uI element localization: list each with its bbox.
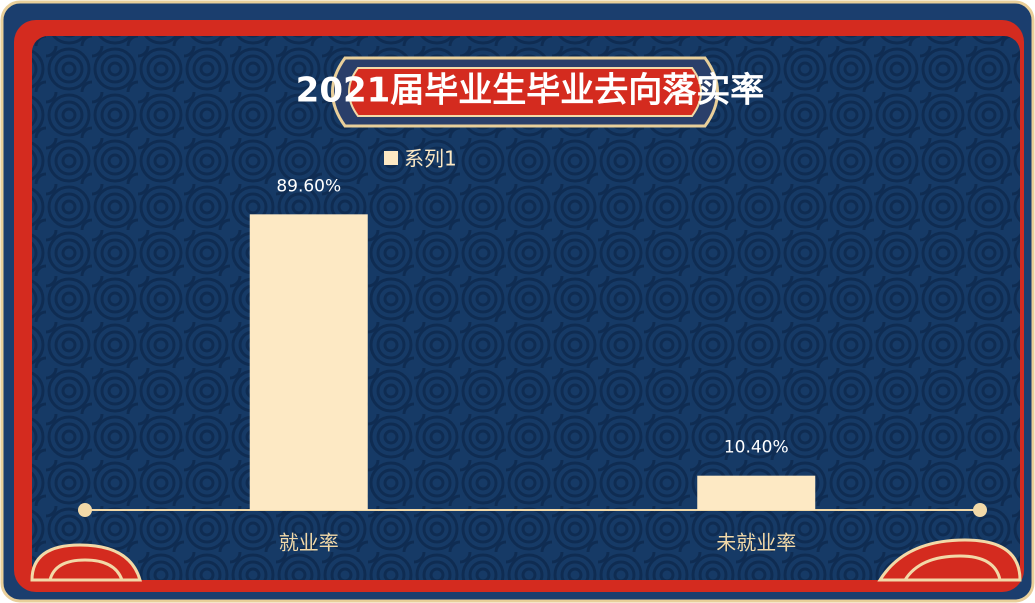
value-label: 89.60% [276, 176, 341, 196]
x-tick-label: 未就业率 [716, 531, 796, 555]
legend-label: 系列1 [404, 147, 457, 171]
chart: 2021届毕业生毕业去向落实率 系列1 就业率 89.60% 未就业率 10.40% [0, 0, 1035, 603]
baseline-dot [78, 503, 92, 517]
x-tick-label: 就业率 [279, 531, 339, 555]
legend-swatch [384, 151, 398, 165]
bar [250, 214, 368, 510]
page: 2021届毕业生毕业去向落实率 系列1就业率89.60%未就业率10.40% (… [0, 0, 1035, 603]
bar [697, 476, 815, 510]
baseline-dot [973, 503, 987, 517]
value-label: 10.40% [724, 438, 789, 458]
chart-title: 2021届毕业生毕业去向落实率 [296, 71, 765, 111]
